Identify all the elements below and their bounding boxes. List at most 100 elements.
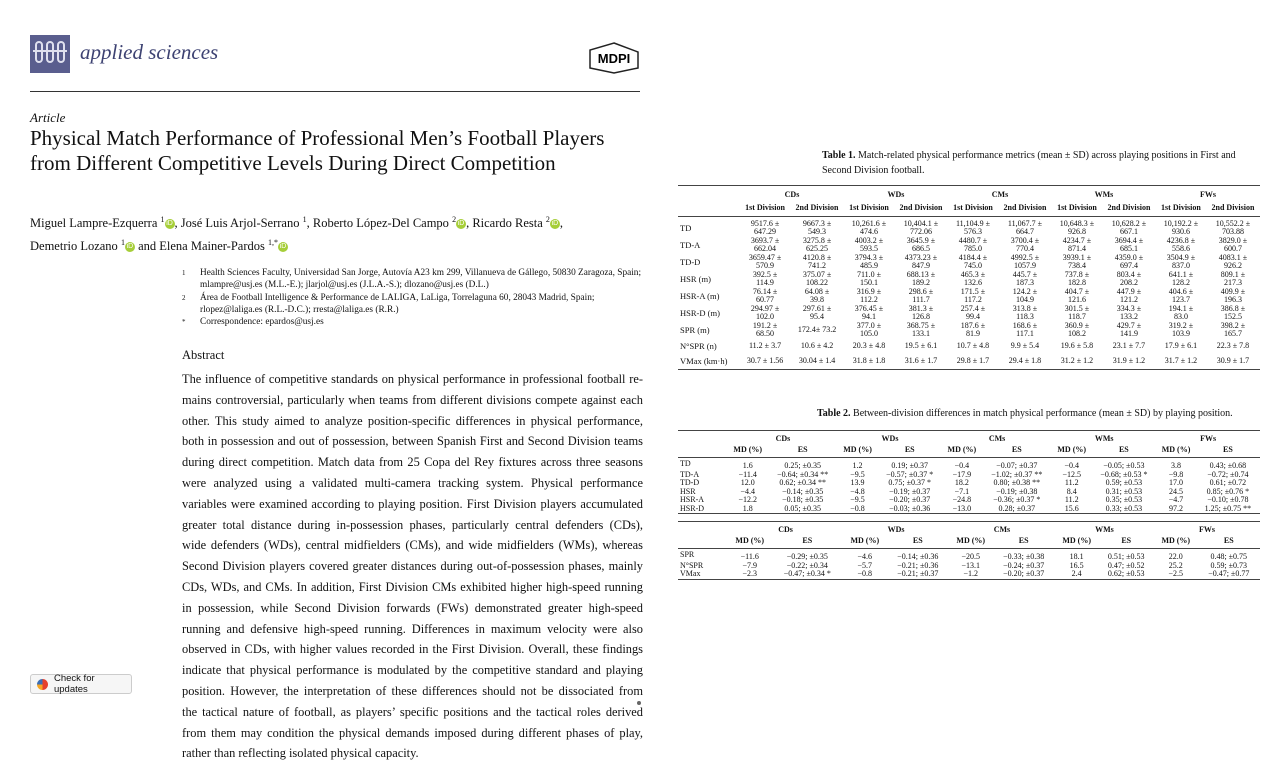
crossmark-icon [37,678,48,690]
author[interactable]: Elena Mainer-Pardos 1,* iD [159,238,288,253]
table-cell: −1.2 [948,569,993,580]
table-cell: 368.75 ±133.1 [894,321,948,339]
table-cell: 0.35; ±0.53 [1105,495,1143,504]
check-for-updates-label: Check for updates [53,673,95,695]
table-cell: 10.6 ± 4.2 [790,339,844,354]
cell-value: 404.6 ± [1168,286,1194,296]
table-cell: −5.7 [857,560,873,570]
table-subheader: ES [1197,534,1260,549]
table-cell: 3504.9 ±837.0 [1156,253,1206,271]
affiliation-text: Correspondence: epardos@usj.es [200,317,324,328]
table-cell: 3.8 [1171,461,1182,470]
article-type: Article [30,110,66,125]
table-cell: 18.1 [1069,552,1084,561]
author[interactable]: Ricardo Resta 2 iD [472,215,560,230]
orcid-icon[interactable]: iD [164,219,175,230]
table-row: N°SPR (n) 11.2 ± 3.7 10.6 ± 4.2 20.3 ± 4.8 1… [678,339,1260,354]
table-cell: 0.62; ±0.53 [1098,569,1155,580]
cell-value: 429.7 ± [1116,320,1142,330]
table-cell: 377.0 ±105.0 [844,321,894,339]
table-row: HSR-D (m) 294.97 ±102.0 297.61 ±95.4 376.45… [678,303,1260,322]
abstract-line: rather than reflecting isolated physical… [182,746,419,761]
cell-value: 685.1 [1119,244,1138,254]
cell-value: 30.04 ± 1.4 [798,356,836,366]
table-cell: 0.48; ±0.75 [1210,552,1248,561]
table-cell: 0.61; ±0.72 [1209,478,1247,487]
table-corner [678,200,740,217]
table-cell: −0.19; ±0.38 [996,486,1038,496]
table-cell: 16.5 [1069,560,1084,570]
author[interactable]: Miguel Lampre-Ezquerra 1 iD [30,215,175,230]
table-group-header: CDs [728,430,838,444]
table-cell: 4003.2 ±593.5 [844,236,894,254]
author[interactable]: José Luis Arjol-Serrano 1 [181,215,307,230]
table1-caption-text: Match-related physical performance metri… [822,150,1236,176]
table-subheader: 1st Division [1155,200,1206,217]
cell-value: 3794.3 ± [854,252,884,262]
abstract-line: from them may condition the physical dem… [182,725,643,740]
table-cell: 18.2 [954,478,969,487]
cell-value: 194.1 ± [1168,303,1194,313]
table2-label: Table 2. [817,408,851,419]
cell-value: 376.45 ± [854,303,884,313]
cell-value: 381.3 ± [908,303,934,313]
table-cell: −0.57; ±0.37 * [886,469,934,479]
table-cell: 803.4 ±208.2 [1102,270,1156,288]
cell-value: 114.9 [756,278,774,288]
table-cell: 9667.3 ±549.3 [790,216,844,237]
affiliations: 1 Health Sciences Faculty, Universidad Sa… [182,267,652,328]
cell-value: 132.6 [963,278,982,288]
table-subheader: ES [1091,443,1157,458]
row-label: TD-A [680,469,700,479]
author[interactable]: Roberto López-Del Campo 2 iD [313,215,467,230]
cell-value: 1057.9 [1013,261,1036,271]
table-group-header: WDs [843,521,949,535]
table-cell: 4083.1 ±926.2 [1206,253,1260,271]
affiliation-item: * Correspondence: epardos@usj.es [182,316,652,328]
table-cell: 0.05; ±0.35 [767,504,838,514]
cell-value: 102.0 [756,312,775,322]
cell-value: 465.3 ± [960,269,986,279]
table-subheader: ES [886,534,949,549]
table-cell: 0.62; ±0.34 ** [779,478,826,487]
table-cell: −11.4 [738,469,757,479]
table-cell: 4184.4 ±745.0 [948,253,998,271]
orcid-icon[interactable]: iD [456,219,467,230]
table-subheader: ES [767,443,838,458]
table-cell: −1.02; ±0.37 ** [991,469,1043,479]
cell-value: 133.2 [1119,312,1138,322]
cell-value: 294.97 ± [750,303,780,313]
cell-value: 19.6 ± 5.8 [1060,341,1094,351]
table-cell: 381.3 ±126.8 [894,303,948,322]
cell-value: 108.2 [1067,329,1086,339]
table-cell: −0.8 [843,569,887,580]
table-cell: −7.9 [742,560,757,570]
orcid-icon[interactable]: iD [278,242,288,253]
table-group-header: WMs [1051,430,1157,444]
table-cell: 294.97 ±102.0 [740,303,790,322]
table-cell: 409.9 ±196.3 [1206,287,1260,305]
affiliation-number: 2 [182,293,186,302]
table-cell: 1.6 [742,461,753,470]
table-cell: 10,648.3 ±926.8 [1052,216,1102,237]
table-cell: 297.61 ±95.4 [790,304,844,322]
table-cell: 3645.9 ±686.5 [894,236,948,254]
table-cell: −0.47; ±0.34 * [771,569,844,580]
cell-value: 29.8 ± 1.7 [956,356,990,366]
cell-value: 9517.6 ± [750,218,780,228]
table1-caption: Table 1. Match-related physical performa… [822,148,1262,178]
table-cell: −0.21; ±0.36 [897,560,939,570]
table-cell: 187.6 ±81.9 [948,321,998,339]
orcid-icon[interactable]: iD [124,242,135,253]
check-for-updates-button[interactable]: Check for updates [30,673,132,695]
author[interactable]: Demetrio Lozano 1 iD [30,238,135,253]
table-cell: 0.59; ±0.53 [1105,478,1143,487]
header-divider [30,91,640,92]
author-affiliation-sup: 1 [120,238,125,248]
table-cell: 2.4 [1054,569,1099,580]
table-cell: −0.29; ±0.35 [786,552,828,561]
cell-value: 334.3 ± [1116,303,1142,313]
orcid-icon[interactable]: iD [549,219,560,230]
cell-value: 837.0 [1171,261,1190,271]
table-cell: 171.5 ±117.2 [948,287,998,305]
